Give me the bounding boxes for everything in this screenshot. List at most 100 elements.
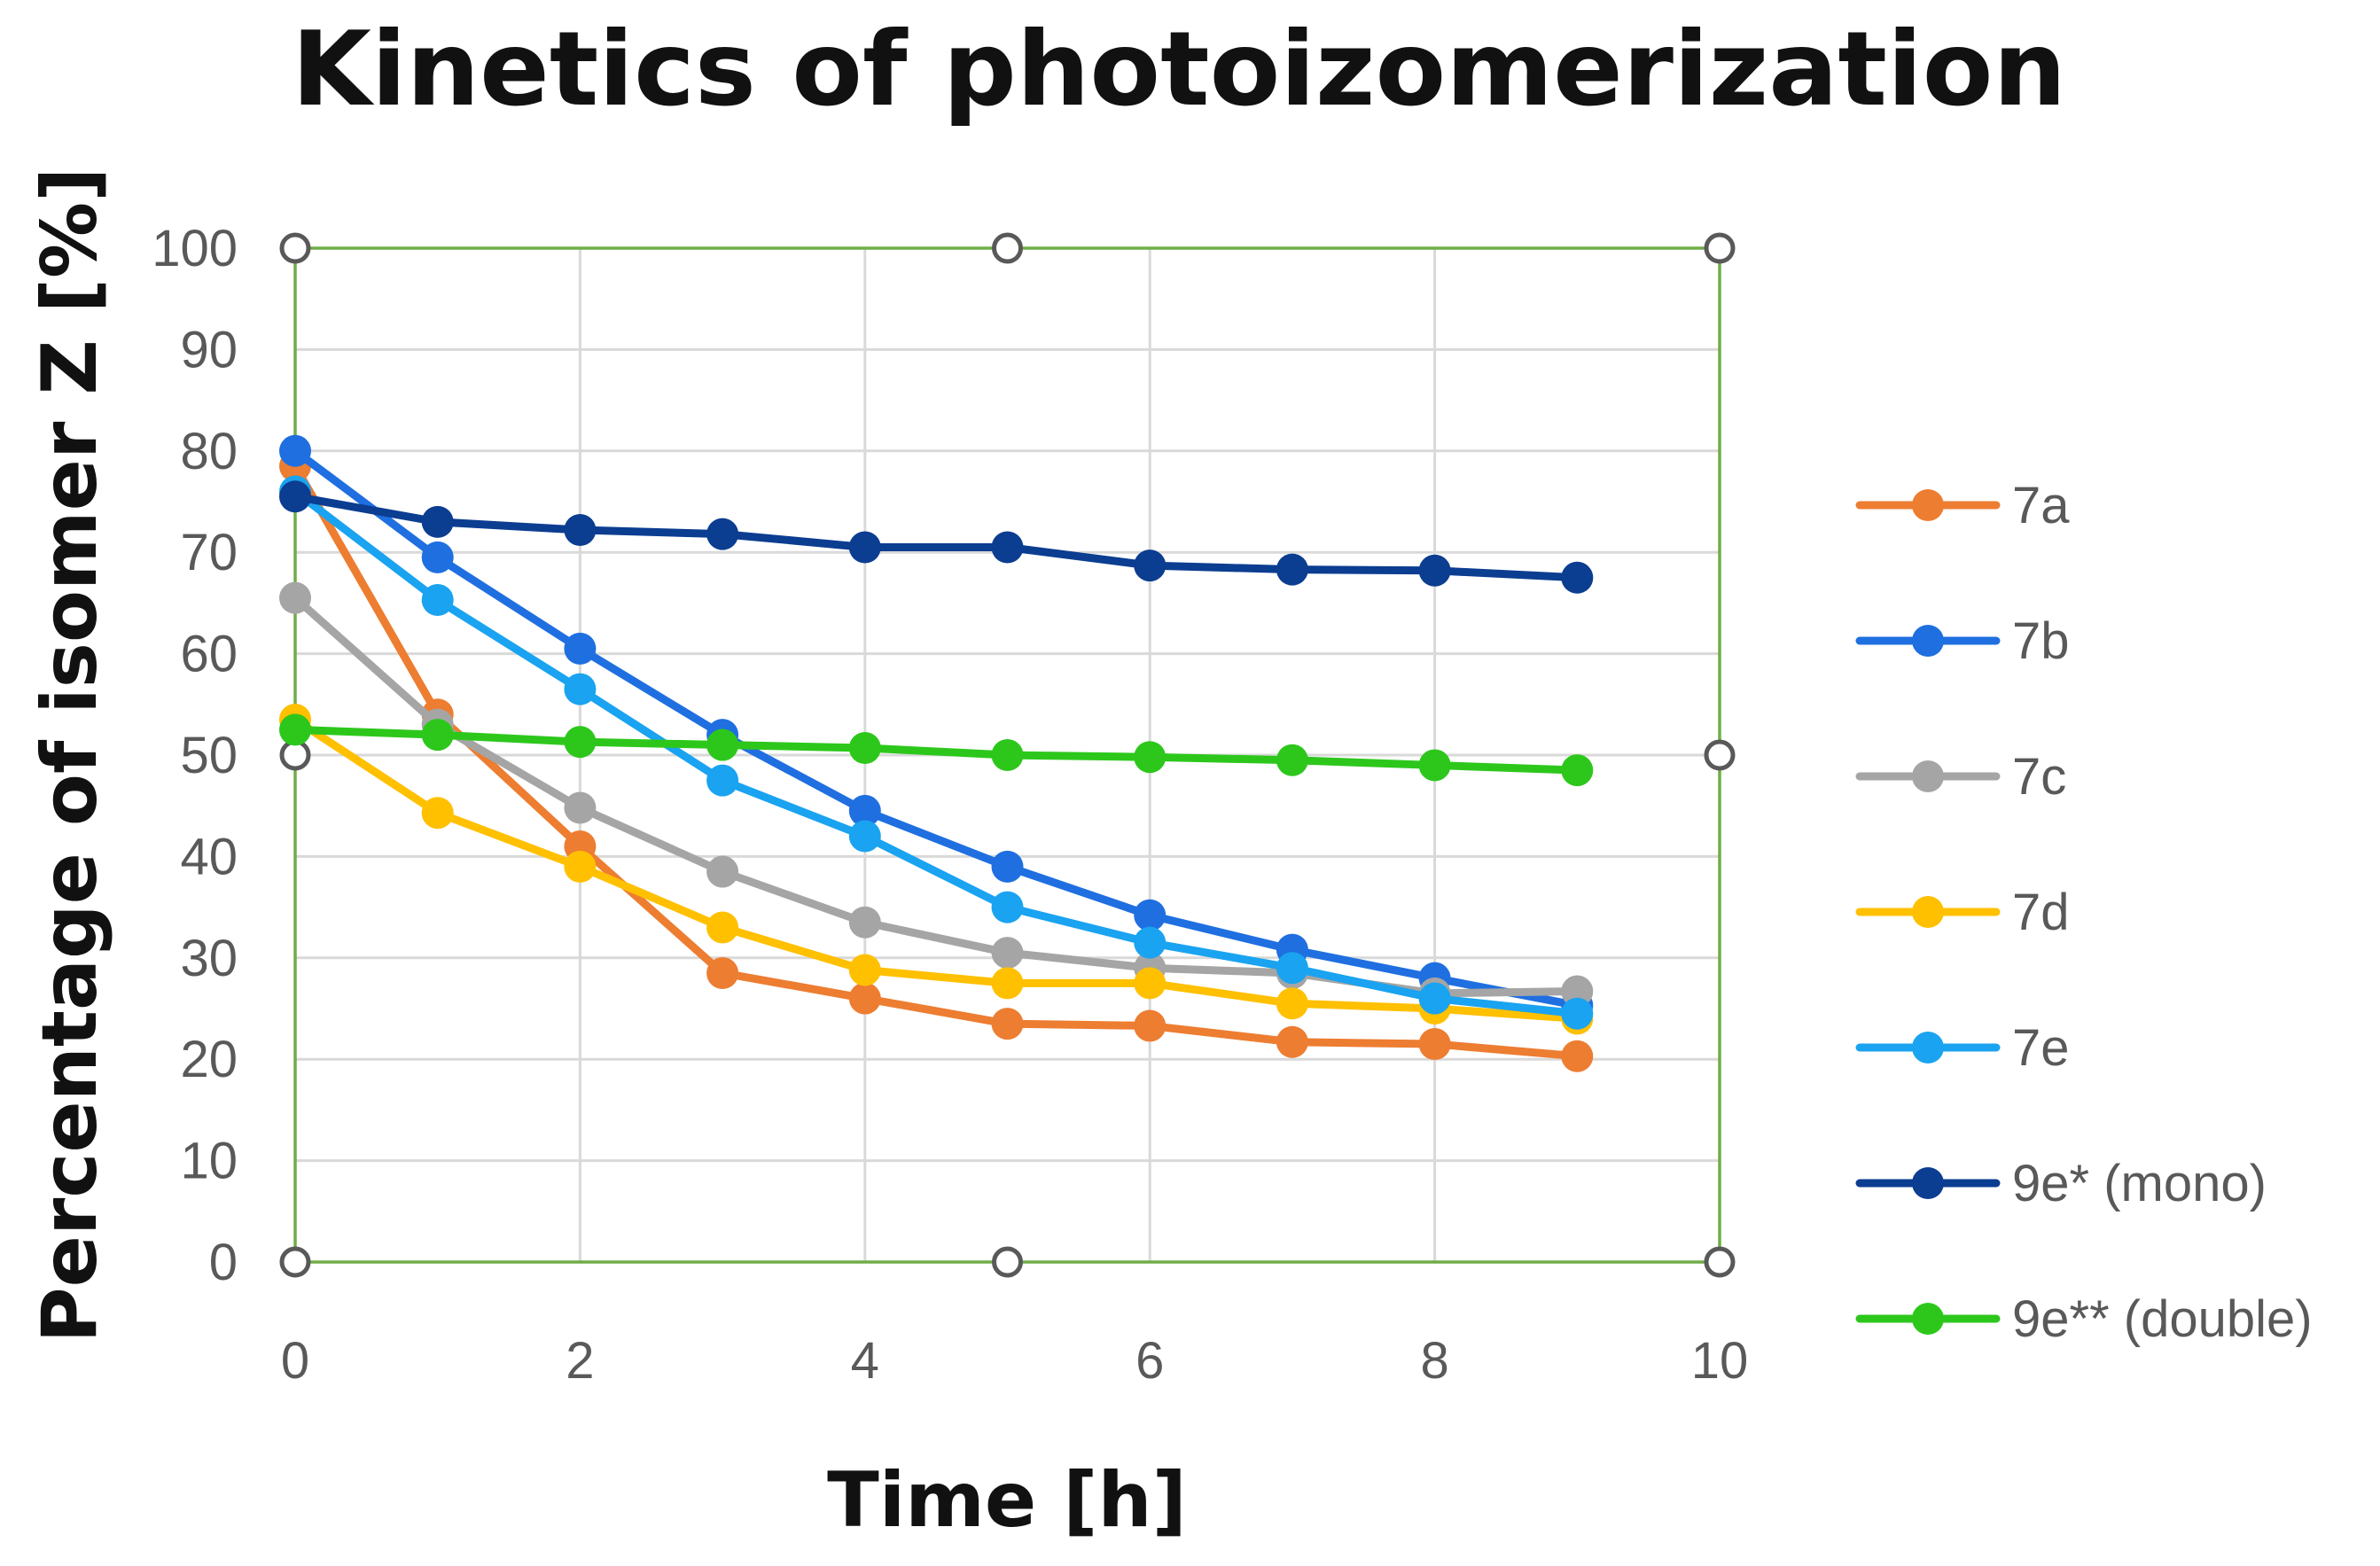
legend-label: 9e* (mono) (2012, 1155, 2267, 1212)
data-point-7e (848, 820, 881, 853)
y-tick-label: 30 (180, 930, 238, 987)
series-9e-mono (279, 480, 1594, 594)
x-axis-label: Time [h] (827, 1456, 1187, 1545)
data-point-7c (564, 791, 597, 824)
y-tick-label: 90 (180, 321, 238, 378)
series-line-7b (291, 447, 1581, 1010)
legend-swatch-marker (1912, 760, 1944, 792)
legend-swatch-marker (1912, 489, 1944, 521)
series-layer (279, 434, 1594, 1072)
data-point-7d (564, 850, 597, 883)
data-point-7e (1134, 926, 1167, 959)
legend-item-7a: 7a (1855, 477, 2070, 534)
legend: 7a 7b 7c 7d 7e 9e* (mono) 9e** (double) (1855, 477, 2313, 1348)
legend-swatch-marker (1912, 1167, 1944, 1199)
data-point-9e-double (421, 719, 454, 752)
chart-title: Kinetics of photoizomerization (292, 10, 2066, 129)
series-line-9e-mono (291, 492, 1581, 582)
data-point-7b (848, 794, 881, 827)
x-tick-label: 6 (1135, 1332, 1164, 1390)
data-point-9e-double (1276, 744, 1308, 776)
y-tick-label: 60 (180, 626, 238, 683)
data-point-9e-mono (706, 518, 739, 550)
data-point-7d (421, 797, 454, 830)
series-9e-double (279, 713, 1594, 787)
y-tick-label: 100 (152, 220, 238, 277)
data-point-9e-mono (1561, 561, 1594, 594)
y-tick-label: 50 (180, 727, 238, 784)
legend-label: 7b (2012, 612, 2070, 670)
data-point-9e-double (564, 726, 597, 759)
legend-label: 7a (2012, 477, 2070, 534)
data-point-7a (1561, 1040, 1594, 1072)
data-point-7a (1418, 1028, 1451, 1061)
data-point-7d (991, 967, 1024, 1000)
data-point-9e-mono (848, 531, 881, 564)
data-point-7c (706, 855, 739, 888)
x-tick-label: 2 (566, 1332, 594, 1390)
legend-swatch-marker (1912, 1303, 1944, 1335)
x-tick-label: 8 (1420, 1332, 1448, 1390)
y-tick-label: 0 (209, 1234, 238, 1291)
selection-handle[interactable] (279, 739, 311, 771)
legend-label: 7d (2012, 884, 2070, 941)
selection-handle[interactable] (1704, 1246, 1736, 1278)
data-point-7a (848, 982, 881, 1015)
data-point-7d (1276, 987, 1308, 1020)
data-point-7e (1561, 997, 1594, 1030)
series-line-7d (291, 715, 1581, 1023)
legend-swatch-marker (1912, 896, 1944, 928)
selection-handles (279, 232, 1736, 1278)
data-point-9e-mono (564, 514, 597, 547)
data-point-9e-double (279, 713, 311, 746)
y-tick-label: 40 (180, 828, 238, 885)
data-point-7b (421, 541, 454, 573)
data-point-7e (706, 764, 739, 797)
data-point-9e-mono (1134, 549, 1167, 582)
selection-handle[interactable] (992, 232, 1023, 264)
data-point-7d (706, 911, 739, 944)
y-tick-label: 10 (180, 1133, 238, 1190)
legend-swatch-marker (1912, 1032, 1944, 1063)
data-point-9e-mono (421, 505, 454, 538)
y-axis-label: Percentage of isomer Z [%] (26, 168, 114, 1344)
data-point-7c (1561, 975, 1594, 1008)
data-point-7a (991, 1008, 1024, 1040)
data-point-9e-mono (1418, 554, 1451, 587)
data-point-7c (848, 906, 881, 939)
data-point-7b (1134, 899, 1167, 931)
data-point-7e (1418, 982, 1451, 1015)
data-point-7e (421, 583, 454, 616)
data-point-7b (564, 632, 597, 665)
series-line-9e-double (291, 725, 1581, 775)
series-line-7a (291, 462, 1581, 1061)
selection-handle[interactable] (992, 1246, 1023, 1278)
y-tick-label: 20 (180, 1031, 238, 1088)
data-point-9e-double (848, 731, 881, 764)
selection-handle[interactable] (279, 1246, 311, 1278)
legend-item-7e: 7e (1855, 1019, 2070, 1077)
data-point-7a (706, 956, 739, 989)
y-tick-label: 80 (180, 423, 238, 480)
data-point-9e-mono (279, 480, 311, 513)
data-point-7d (848, 954, 881, 986)
legend-label: 7e (2012, 1019, 2070, 1077)
y-tick-label: 70 (180, 524, 238, 581)
data-point-9e-mono (1276, 553, 1308, 586)
data-point-9e-double (991, 739, 1024, 771)
series-7e (279, 475, 1594, 1030)
legend-label: 9e** (double) (2012, 1290, 2313, 1348)
data-point-9e-double (1561, 754, 1594, 787)
legend-swatch-marker (1912, 625, 1944, 657)
series-line-7c (291, 594, 1581, 998)
data-point-9e-double (1418, 749, 1451, 782)
legend-label: 7c (2012, 748, 2066, 806)
selection-handle[interactable] (1704, 739, 1736, 771)
data-point-9e-mono (991, 531, 1024, 564)
data-point-9e-double (1134, 741, 1167, 774)
data-point-9e-double (706, 728, 739, 761)
x-tick-label: 0 (281, 1332, 309, 1390)
selection-handle[interactable] (279, 232, 311, 264)
legend-item-9e-mono: 9e* (mono) (1855, 1155, 2267, 1212)
selection-handle[interactable] (1704, 232, 1736, 264)
